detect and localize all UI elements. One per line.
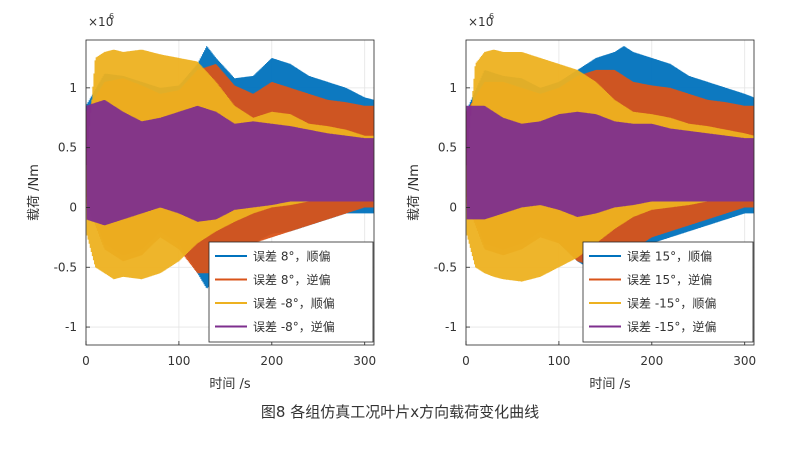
y-axis-label: 载荷 /Nm — [407, 164, 422, 221]
x-tick-label: 100 — [547, 354, 570, 368]
legend-box — [208, 241, 374, 343]
figure-caption: 图8 各组仿真工况叶片x方向载荷变化曲线 — [261, 403, 539, 421]
legend-box — [582, 241, 754, 343]
exponent-label: ×10 — [88, 15, 113, 29]
x-axis-label: 时间 /s — [589, 377, 631, 392]
y-axis-label: 载荷 /Nm — [27, 164, 42, 221]
y-tick-label: -1 — [445, 320, 457, 334]
legend-label-2: 误差 15°，逆偏 — [627, 272, 712, 287]
axes-box — [465, 39, 755, 346]
legend-label-2: 误差 8°，逆偏 — [253, 272, 330, 287]
exponent-power: 6 — [489, 12, 494, 21]
legend-label-1: 误差 15°，顺偏 — [627, 249, 712, 264]
legend-label-4: 误差 -8°，逆偏 — [253, 319, 335, 334]
exponent-power: 6 — [109, 12, 114, 21]
y-tick-label: -0.5 — [434, 260, 457, 274]
y-tick-label: 1 — [449, 81, 457, 95]
x-axis-label: 时间 /s — [209, 377, 251, 392]
legend-label-3: 误差 -15°，顺偏 — [627, 296, 716, 311]
y-tick-label: 0.5 — [58, 141, 77, 155]
x-tick-label: 0 — [462, 354, 470, 368]
exponent-label: ×10 — [468, 15, 493, 29]
y-tick-label: 0 — [449, 200, 457, 214]
chart-left: 0 100 200 300 -1 -0.5 0 0.5 1 ×106 时间 /s 载荷 /Nm 误差 8… — [27, 12, 376, 392]
legend-label-3: 误差 -8°，顺偏 — [253, 296, 335, 311]
legend-label-1: 误差 8°，顺偏 — [253, 249, 330, 264]
x-tick-label: 300 — [353, 354, 376, 368]
x-tick-label: 200 — [260, 354, 283, 368]
y-tick-label: -1 — [65, 320, 77, 334]
x-tick-label: 100 — [167, 354, 190, 368]
y-tick-label: 0.5 — [438, 141, 457, 155]
x-tick-label: 0 — [82, 354, 90, 368]
axes-box — [85, 39, 375, 346]
series-group — [466, 46, 754, 282]
x-tick-label: 300 — [733, 354, 756, 368]
x-tick-label: 200 — [640, 354, 663, 368]
series-line-4 — [466, 105, 754, 220]
y-tick-label: -0.5 — [54, 260, 77, 274]
y-tick-label: 1 — [69, 81, 77, 95]
chart-right: 0 100 200 300 -1 -0.5 0 0.5 1 ×106 时间 /s 载荷 /Nm 误差 1… — [407, 12, 756, 392]
legend-label-4: 误差 -15°，逆偏 — [627, 319, 716, 334]
y-tick-label: 0 — [69, 200, 77, 214]
series-line-4 — [86, 99, 374, 226]
